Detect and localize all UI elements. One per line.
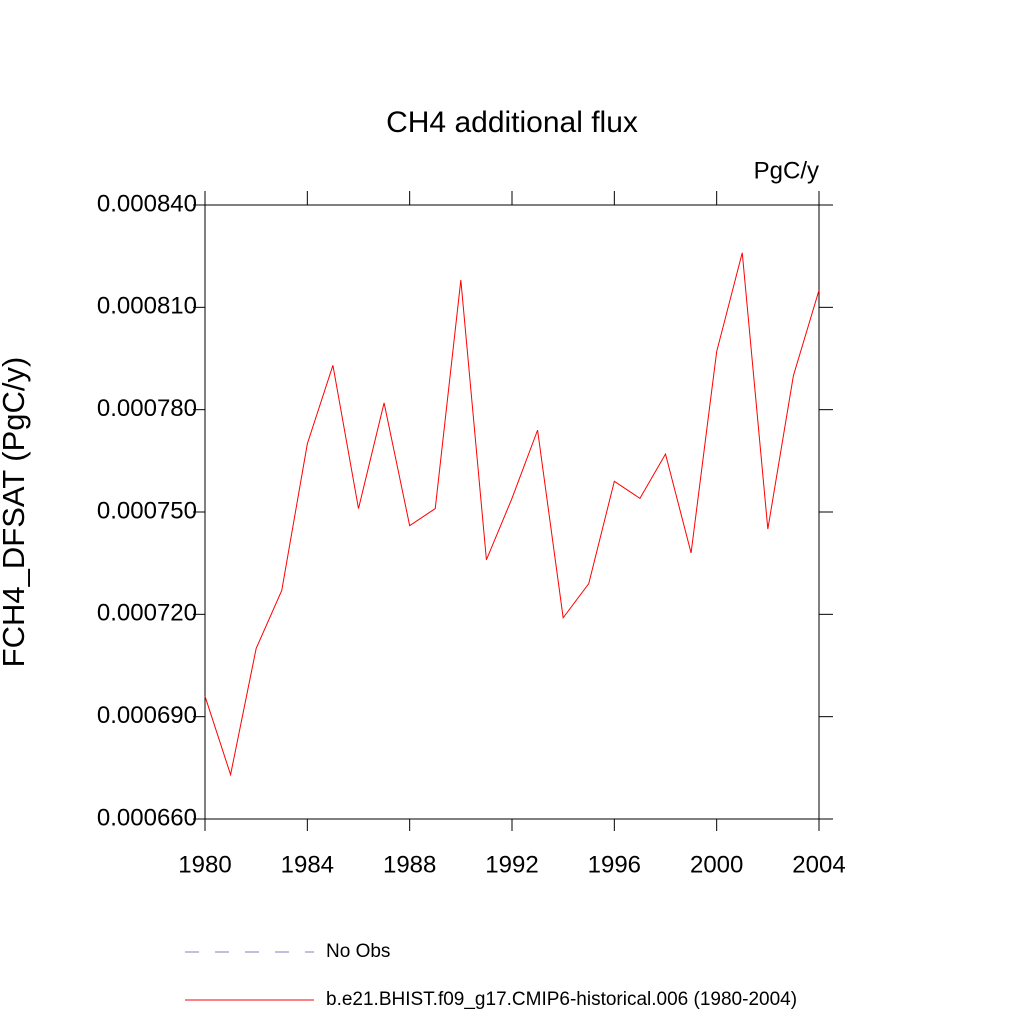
- x-tick-label: 1984: [281, 851, 334, 878]
- y-tick-label: 0.000660: [97, 804, 197, 831]
- y-tick-label: 0.000840: [97, 190, 197, 217]
- y-tick-label: 0.000720: [97, 600, 197, 627]
- x-tick-label: 1992: [485, 851, 538, 878]
- x-tick-label: 1980: [178, 851, 231, 878]
- x-tick-label: 1996: [588, 851, 641, 878]
- units-label: PgC/y: [754, 157, 819, 184]
- y-tick-label: 0.000690: [97, 702, 197, 729]
- legend-label: No Obs: [326, 941, 390, 962]
- y-axis-label: FCH4_DFSAT (PgC/y): [0, 357, 31, 668]
- y-tick-label: 0.000750: [97, 497, 197, 524]
- series-line: [204, 252, 820, 777]
- x-tick-label: 2004: [792, 851, 845, 878]
- y-tick-label: 0.000810: [97, 293, 197, 320]
- x-tick-label: 2000: [690, 851, 743, 878]
- legend-label: b.e21.BHIST.f09_g17.CMIP6-historical.006…: [326, 989, 797, 1010]
- plot-frame: [204, 204, 820, 820]
- x-tick-label: 1988: [383, 851, 436, 878]
- y-tick-label: 0.000780: [97, 395, 197, 422]
- chart-title: CH4 additional flux: [386, 106, 638, 139]
